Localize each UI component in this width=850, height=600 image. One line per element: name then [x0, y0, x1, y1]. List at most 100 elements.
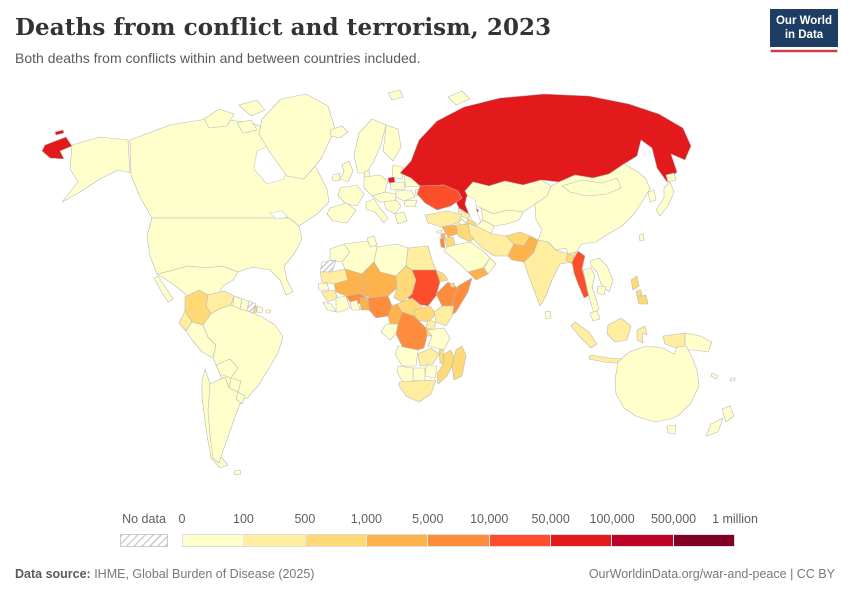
country-greece[interactable] — [394, 211, 408, 225]
legend-segment[interactable] — [489, 535, 551, 546]
country-saudi-arabia[interactable] — [443, 241, 491, 273]
country-cambodia[interactable] — [596, 285, 607, 296]
country-uruguay[interactable] — [235, 391, 246, 405]
footer-link[interactable]: OurWorldinData.org/war-and-peace | CC BY — [588, 567, 835, 581]
country-sierraleone-liberia[interactable] — [322, 301, 337, 313]
country-taiwan[interactable] — [638, 233, 645, 242]
country-balkans[interactable] — [383, 199, 402, 215]
country-iceland[interactable] — [329, 125, 349, 139]
legend-bar[interactable] — [182, 534, 735, 547]
country-finland[interactable] — [382, 124, 402, 162]
country-mozambique[interactable] — [436, 349, 456, 385]
country-botswana[interactable] — [412, 367, 426, 383]
country-mongolia[interactable] — [561, 177, 622, 197]
country-france[interactable] — [337, 184, 365, 207]
world-map[interactable] — [0, 85, 850, 510]
country-indonesia-sumatra[interactable] — [570, 321, 598, 349]
country-argentina[interactable] — [207, 376, 243, 464]
country-bolivia[interactable] — [215, 358, 239, 379]
country-turkey[interactable] — [424, 210, 463, 228]
legend-segment[interactable] — [305, 535, 367, 546]
country-russia-kaliningrad[interactable] — [387, 176, 396, 184]
country-ukraine[interactable] — [416, 184, 463, 211]
country-greenland[interactable] — [258, 93, 336, 180]
mexico-baja[interactable] — [153, 275, 174, 303]
falkland-islands[interactable] — [233, 469, 242, 476]
country-norway-sweden[interactable] — [353, 118, 387, 174]
country-russia-chukotka[interactable] — [41, 136, 73, 160]
country-ghana[interactable] — [349, 299, 361, 311]
canada-arctic-island-3[interactable] — [236, 119, 258, 134]
owid-logo[interactable]: Our World in Data — [770, 9, 838, 53]
country-guinea[interactable] — [320, 289, 339, 303]
legend-segment[interactable] — [428, 535, 490, 546]
country-indonesia-sulawesi[interactable] — [636, 325, 648, 344]
country-sri-lanka[interactable] — [544, 310, 552, 320]
legend-no-data[interactable]: No data — [120, 512, 168, 547]
country-usa-alaska[interactable] — [61, 136, 131, 203]
country-dominican-republic[interactable] — [256, 305, 264, 314]
country-senegal[interactable] — [317, 282, 330, 291]
svalbard[interactable] — [387, 89, 404, 101]
country-cyprus[interactable] — [436, 229, 443, 234]
country-japan[interactable] — [655, 181, 675, 217]
country-puerto-rico[interactable] — [265, 309, 272, 314]
country-indonesia-borneo[interactable] — [606, 317, 632, 343]
country-fiji[interactable] — [729, 377, 736, 382]
country-uganda[interactable] — [425, 319, 437, 331]
country-russia-wrangel[interactable] — [54, 129, 65, 136]
country-south-africa[interactable] — [398, 379, 437, 403]
country-eritrea[interactable] — [435, 269, 449, 283]
legend-segment[interactable] — [183, 535, 245, 546]
novaya-zemlya[interactable] — [447, 90, 471, 106]
country-bulgaria[interactable] — [403, 199, 418, 208]
country-baltics[interactable] — [391, 164, 404, 180]
canada-arctic-island-2[interactable] — [238, 99, 266, 117]
country-kenya[interactable] — [433, 305, 455, 327]
country-new-zealand-south[interactable] — [705, 417, 724, 437]
country-western-sahara[interactable] — [319, 259, 337, 273]
country-poland[interactable] — [389, 181, 406, 191]
country-benin-togo[interactable] — [359, 296, 370, 311]
country-papua-new-guinea[interactable] — [684, 332, 713, 353]
country-malaysia[interactable] — [589, 310, 601, 322]
country-korea[interactable] — [647, 189, 657, 203]
country-congo-gabon[interactable] — [380, 323, 399, 341]
country-angola[interactable] — [394, 345, 419, 367]
country-tunisia[interactable] — [366, 235, 378, 248]
country-tanzania[interactable] — [426, 327, 451, 351]
country-ireland[interactable] — [331, 172, 341, 182]
country-philippines-visayas[interactable] — [635, 289, 643, 297]
country-lebanon[interactable] — [440, 232, 446, 239]
country-italy[interactable] — [365, 198, 389, 224]
country-somalia[interactable] — [449, 277, 473, 317]
country-madagascar[interactable] — [451, 345, 467, 381]
country-dr-congo[interactable] — [395, 311, 428, 353]
legend-segment[interactable] — [366, 535, 429, 546]
country-laos-vietnam[interactable] — [589, 257, 614, 293]
country-oman[interactable] — [483, 257, 497, 275]
country-egypt[interactable] — [405, 245, 437, 271]
country-philippines-luzon[interactable] — [630, 275, 640, 291]
legend-segment[interactable] — [612, 535, 674, 546]
country-czech-austria-hungary[interactable] — [371, 191, 397, 203]
country-spain-portugal[interactable] — [326, 202, 357, 224]
legend-segment[interactable] — [550, 535, 613, 546]
legend-segment[interactable] — [673, 535, 734, 546]
country-australia-tasmania[interactable] — [666, 424, 677, 435]
country-zimbabwe[interactable] — [424, 365, 438, 379]
country-philippines-mindanao[interactable] — [636, 294, 649, 305]
country-romania[interactable] — [395, 189, 416, 202]
country-new-zealand-north[interactable] — [721, 405, 735, 423]
country-zambia[interactable] — [417, 347, 440, 367]
country-uk[interactable] — [339, 160, 354, 183]
country-ivory-coast[interactable] — [335, 295, 351, 313]
country-australia[interactable] — [614, 345, 700, 423]
canada-arctic-island-1[interactable] — [203, 108, 235, 129]
country-japan-hokkaido[interactable] — [665, 172, 677, 183]
country-thailand[interactable] — [582, 267, 600, 314]
country-djibouti[interactable] — [449, 282, 456, 288]
legend-segment[interactable] — [244, 535, 306, 546]
country-israel[interactable] — [439, 237, 446, 249]
country-brazil[interactable] — [202, 304, 284, 402]
